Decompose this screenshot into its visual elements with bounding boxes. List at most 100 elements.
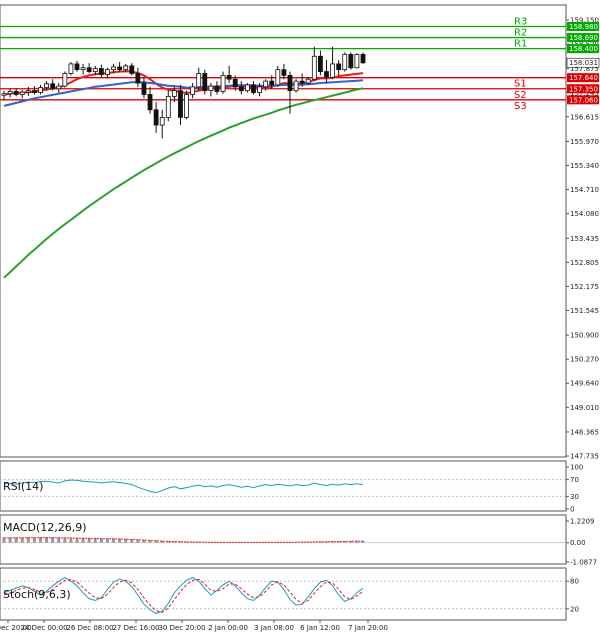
macd-histogram-bar (87, 537, 91, 543)
candle-body (196, 73, 202, 88)
level-label-r2: R2 (514, 28, 527, 39)
macd-histogram-bar (63, 537, 67, 543)
candle (19, 89, 25, 99)
candle (32, 86, 37, 95)
candle-body (86, 67, 92, 72)
price-y-tick-label: 156.615 (570, 113, 599, 121)
price-y-tick-label: 155.970 (570, 138, 599, 146)
candle (165, 90, 171, 122)
candle (324, 60, 329, 84)
candle (342, 52, 348, 72)
candle-body (336, 63, 342, 71)
candle-body (141, 82, 147, 95)
candle-body (56, 85, 62, 90)
price-y-tick-label: 157.245 (570, 89, 599, 97)
price-y-tick-label: 154.710 (570, 186, 599, 194)
price-y-tick-label: 148.365 (570, 428, 599, 436)
candle (244, 83, 250, 93)
macd-histogram-bar (8, 537, 12, 543)
moving-average-line-2 (3, 79, 364, 107)
candle (147, 86, 153, 114)
stoch-line-2 (3, 578, 364, 614)
level-tag-r1 (567, 44, 599, 54)
candle-body (269, 80, 275, 86)
macd-histogram-bar (39, 537, 43, 543)
candle-body (159, 116, 165, 126)
candle (159, 109, 165, 139)
candle (348, 52, 354, 70)
stoch-panel-frame (0, 567, 567, 621)
level-tag-text-r3: 158.980 (569, 23, 598, 31)
candle-body (202, 73, 208, 92)
macd-y-tick-label: -1.0877 (570, 559, 597, 567)
candle-body (165, 95, 171, 118)
current-price-tag-text: 158.031 (569, 59, 598, 67)
candle (25, 86, 31, 97)
candle (13, 88, 19, 97)
candle (38, 84, 43, 95)
macd-y-tick-label: 1.2209 (570, 518, 595, 526)
candle (318, 50, 323, 76)
candle (263, 79, 269, 91)
candle (123, 63, 129, 73)
candle-body (153, 109, 159, 126)
macd-histogram-bar (191, 541, 195, 543)
stoch-y-tick-label: 20 (570, 605, 579, 613)
candle (330, 46, 335, 80)
candle (311, 46, 317, 82)
candle-body (135, 73, 141, 84)
candle (238, 81, 244, 95)
candle (257, 83, 262, 97)
candle-body (324, 71, 329, 78)
candle-body (123, 65, 129, 71)
candle-body (354, 53, 360, 69)
candle-body (275, 69, 281, 86)
candle-body (360, 53, 366, 64)
candle-body (13, 91, 19, 95)
price-y-tick-label: 149.010 (570, 404, 599, 412)
candle-body (330, 63, 335, 78)
candle-body (348, 53, 354, 69)
candle (232, 75, 238, 91)
x-tick-label: 24 Dec 00:00 (20, 624, 67, 632)
macd-histogram-bar (160, 540, 164, 543)
current-price-tag-box (566, 57, 600, 68)
current-price-tag: 158.031 (566, 57, 600, 68)
price-y-tick-label: 159.150 (570, 17, 599, 25)
rsi-line (3, 479, 364, 494)
rsi-y-tick-label: 70 (570, 476, 579, 484)
candle (135, 67, 141, 87)
macd-histogram-bar (45, 537, 49, 543)
price-y-tick-label: 153.435 (570, 235, 599, 243)
candle-body (190, 86, 196, 95)
candle-body (220, 74, 226, 92)
level-label-s3: S3 (514, 101, 527, 112)
macd-histogram-bar (361, 540, 365, 543)
rsi-y-tick-label: 100 (570, 464, 583, 472)
macd-histogram-bar (93, 538, 97, 543)
level-tag-r3 (567, 21, 599, 31)
candle-body (257, 86, 262, 93)
candle (299, 73, 305, 87)
macd-panel-frame (0, 514, 567, 565)
macd-histogram-bar (32, 537, 36, 543)
rsi-y-tick-label: 30 (570, 493, 579, 501)
macd-histogram-bar (130, 539, 134, 543)
macd-title: MACD(12,26,9) (3, 521, 87, 534)
candle-body (171, 90, 177, 97)
price-y-axis: 159.150158.520157.875157.245156.615155.9… (566, 17, 599, 461)
price-y-tick-label: 150.900 (570, 332, 599, 340)
macd-histogram-bar (99, 538, 103, 543)
candle-body (80, 67, 86, 71)
macd-histogram-bar (81, 537, 85, 543)
candle-body (25, 90, 31, 93)
panel-frames (0, 4, 567, 621)
level-tag-r2 (567, 33, 599, 43)
candle (281, 63, 287, 80)
candle (92, 65, 98, 76)
candle (305, 77, 311, 85)
candle (141, 77, 147, 99)
macd-histogram-bar (69, 537, 73, 543)
level-label-r3: R3 (514, 16, 527, 27)
